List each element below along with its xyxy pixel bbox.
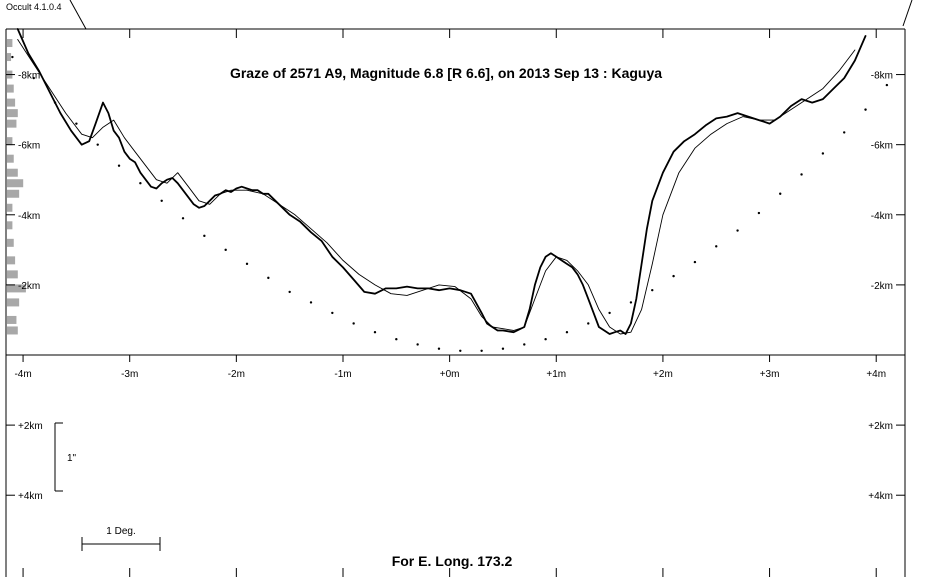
lower-tick-left-label-0: +2km xyxy=(18,421,43,432)
limb-point-39 xyxy=(821,152,825,155)
limb-point-21 xyxy=(437,347,441,350)
limb-point-42 xyxy=(885,83,889,87)
limb-point-20 xyxy=(416,343,419,346)
corner-slash-right xyxy=(902,0,913,27)
limb-point-41 xyxy=(864,108,867,111)
app-version-label: Occult 4.1.0.4 xyxy=(6,2,62,12)
limb-point-19 xyxy=(395,338,398,341)
limb-point-32 xyxy=(672,274,675,278)
histogram-bar-7 xyxy=(7,137,13,146)
limb-point-34 xyxy=(715,245,718,248)
x-tick-label-1: -3m xyxy=(121,369,138,380)
y-tick-left-label-3: -2km xyxy=(18,281,40,292)
y-tick-right-label-2: -4km xyxy=(871,211,893,222)
limb-point-2 xyxy=(32,76,35,80)
x-tick-label-3: -1m xyxy=(334,369,351,380)
histogram-bar-15 xyxy=(7,256,16,265)
y-tick-left-label-0: -8km xyxy=(18,71,40,82)
histogram-bar-10 xyxy=(7,179,24,188)
histogram-bar-12 xyxy=(7,203,13,212)
limb-point-6 xyxy=(117,164,121,167)
limb-point-1 xyxy=(11,55,14,59)
histogram-bar-6 xyxy=(7,119,17,128)
limb-point-17 xyxy=(352,322,355,325)
limb-point-18 xyxy=(373,331,377,334)
limb-point-35 xyxy=(736,229,739,232)
lower-tick-right-label-1: +4km xyxy=(868,491,893,502)
histogram-bar-16 xyxy=(7,270,18,279)
histogram-bar-5 xyxy=(7,109,18,118)
y-tick-right-label-0: -8km xyxy=(871,71,893,82)
limb-point-4 xyxy=(75,122,78,125)
limb-point-8 xyxy=(160,199,163,202)
smoothed-profile-line xyxy=(17,39,856,335)
limb-point-37 xyxy=(779,192,782,195)
limb-point-3 xyxy=(53,101,57,104)
limb-point-31 xyxy=(651,288,654,292)
corner-slash-left xyxy=(69,0,87,30)
histogram-bar-0 xyxy=(7,39,13,48)
limb-point-27 xyxy=(565,331,569,334)
histogram-bar-17 xyxy=(7,284,26,293)
histogram-bar-20 xyxy=(7,326,18,335)
y-tick-left-label-1: -6km xyxy=(18,141,40,152)
y-tick-right-label-1: -6km xyxy=(871,141,893,152)
degree-scale-bar: 1 Deg. xyxy=(81,526,161,551)
limb-point-23 xyxy=(480,349,483,352)
histogram-bar-14 xyxy=(7,238,14,247)
limb-point-33 xyxy=(693,260,697,264)
axis-tick-labels: -4m -3m -2m -1m +0m +1m +2m +3m +4m -8km -6km -4km -… xyxy=(14,71,893,503)
limb-point-12 xyxy=(245,262,249,266)
x-tick-label-5: +1m xyxy=(546,369,566,380)
limb-point-40 xyxy=(843,131,846,134)
x-tick-label-0: -4m xyxy=(14,369,31,380)
lower-tick-left-label-1: +4km xyxy=(18,491,43,502)
axis-ticks xyxy=(6,29,905,577)
longitude-footer: For E. Long. 173.2 xyxy=(392,553,513,569)
limb-point-36 xyxy=(757,211,761,215)
x-tick-label-2: -2m xyxy=(228,369,245,380)
limb-point-13 xyxy=(267,276,270,280)
x-tick-label-7: +3m xyxy=(760,369,780,380)
limb-point-30 xyxy=(629,301,633,304)
histogram-bar-13 xyxy=(7,221,13,230)
arcsec-scale-bar: 1" xyxy=(54,422,77,492)
limb-point-5 xyxy=(96,143,99,146)
chart-title: Graze of 2571 A9, Magnitude 6.8 [R 6.6],… xyxy=(230,65,662,81)
y-tick-left-label-2: -4km xyxy=(18,211,40,222)
histogram-bar-1 xyxy=(7,53,12,62)
profile-series xyxy=(11,28,889,352)
histogram-bar-3 xyxy=(7,84,14,93)
limb-point-24 xyxy=(501,347,505,350)
x-tick-label-4: +0m xyxy=(440,369,460,380)
lower-tick-right-label-0: +2km xyxy=(868,421,893,432)
histogram-bar-8 xyxy=(7,154,14,163)
limb-point-9 xyxy=(181,217,185,220)
limb-point-15 xyxy=(309,301,313,304)
limb-point-16 xyxy=(331,311,334,315)
degree-scale-label: 1 Deg. xyxy=(106,526,135,537)
x-tick-label-8: +4m xyxy=(866,369,886,380)
histogram-bar-11 xyxy=(7,189,20,198)
limb-point-14 xyxy=(288,290,291,294)
limb-point-11 xyxy=(224,248,227,252)
x-tick-label-6: +2m xyxy=(653,369,673,380)
histogram-bar-9 xyxy=(7,168,18,177)
histogram-bar-18 xyxy=(7,298,20,307)
limb-point-26 xyxy=(544,338,547,341)
y-tick-right-label-3: -2km xyxy=(871,281,893,292)
limb-point-22 xyxy=(459,349,462,352)
limb-point-28 xyxy=(587,322,590,325)
arcsec-scale-label: 1" xyxy=(67,453,77,464)
limb-point-38 xyxy=(800,173,803,176)
limb-point-25 xyxy=(523,343,526,346)
limb-point-29 xyxy=(608,311,611,315)
histogram-bar-4 xyxy=(7,98,16,107)
limb-point-7 xyxy=(139,182,142,185)
histogram-bar-19 xyxy=(7,315,17,324)
limb-point-10 xyxy=(203,234,206,238)
